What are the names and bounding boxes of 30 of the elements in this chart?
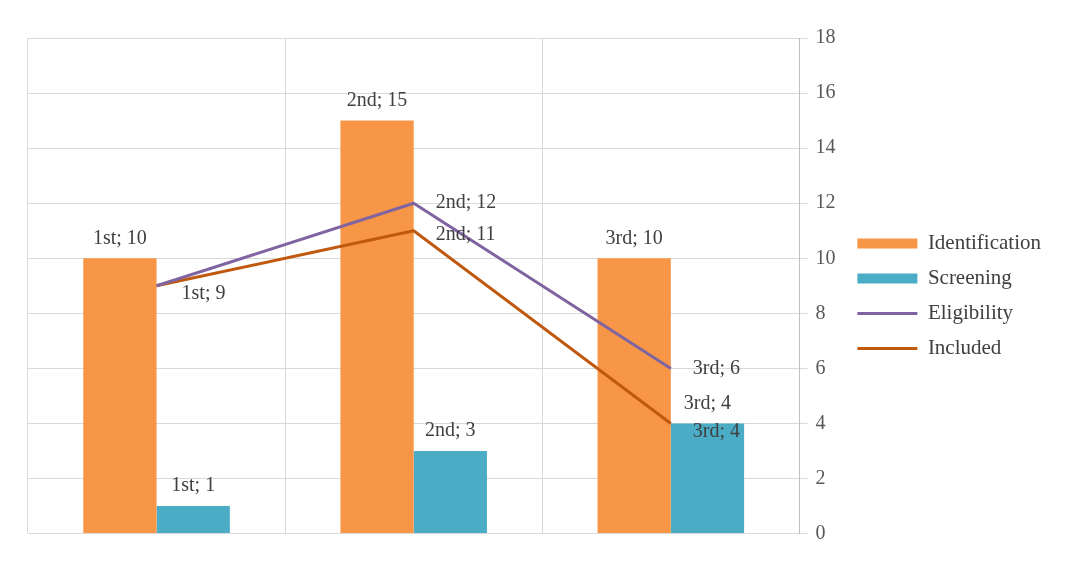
data-label: 1st; 9 (181, 281, 226, 304)
data-label: 1st; 1 (171, 473, 216, 496)
data-label: 3rd; 10 (605, 225, 663, 248)
bar (156, 506, 230, 534)
data-label: 3rd; 4 (692, 418, 741, 441)
y-tick-label: 16 (815, 80, 836, 103)
data-label: 3rd; 4 (683, 390, 732, 413)
y-tick-label: 14 (815, 135, 836, 158)
bar (597, 258, 671, 534)
y-tick-label: 10 (815, 245, 836, 268)
data-label: 2nd; 15 (346, 87, 408, 110)
bar (340, 120, 414, 534)
y-tick-label: 18 (815, 25, 836, 48)
y-tick-label: 12 (815, 190, 836, 213)
y-tick-label: 4 (815, 410, 826, 433)
y-tick-label: 8 (815, 300, 826, 323)
bar (670, 423, 745, 534)
y-tick-label: 2 (815, 465, 826, 488)
bar (83, 258, 157, 534)
data-label: 2nd; 12 (435, 190, 497, 213)
y-tick-label: 0 (815, 520, 826, 543)
data-label: 3rd; 6 (692, 355, 741, 378)
data-label: 2nd; 3 (425, 418, 476, 441)
legend-label: Identification (927, 230, 1042, 255)
legend-label: Screening (927, 265, 1013, 290)
legend-label: Eligibility (927, 300, 1014, 325)
data-label: 1st; 10 (92, 225, 147, 248)
bar (413, 451, 487, 534)
y-tick-label: 6 (815, 355, 826, 378)
legend-label: Included (927, 335, 1002, 360)
